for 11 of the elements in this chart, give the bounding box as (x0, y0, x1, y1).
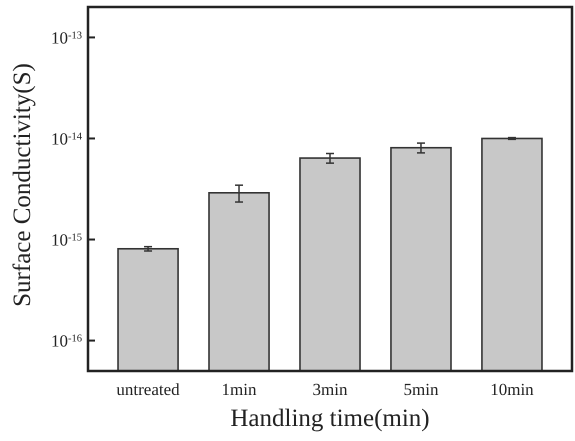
y-tick-label: 10$^{-15}$ (50, 230, 82, 250)
y-tick-label: 10$^{-13}$ (50, 28, 82, 48)
x-tick-label: 10min (490, 380, 534, 399)
x-axis-title: Handling time(min) (230, 405, 430, 432)
x-tick-label: 1min (222, 380, 257, 399)
y-axis-title: Surface Conductivity(S) (9, 63, 36, 307)
y-tick-label: 10$^{-16}$ (50, 332, 82, 351)
x-tick-label: untreated (116, 380, 180, 399)
x-tick-label: 3min (312, 380, 348, 399)
x-tick-label: 5min (404, 380, 439, 399)
y-tick-label: 10$^{-14}$ (50, 129, 83, 148)
